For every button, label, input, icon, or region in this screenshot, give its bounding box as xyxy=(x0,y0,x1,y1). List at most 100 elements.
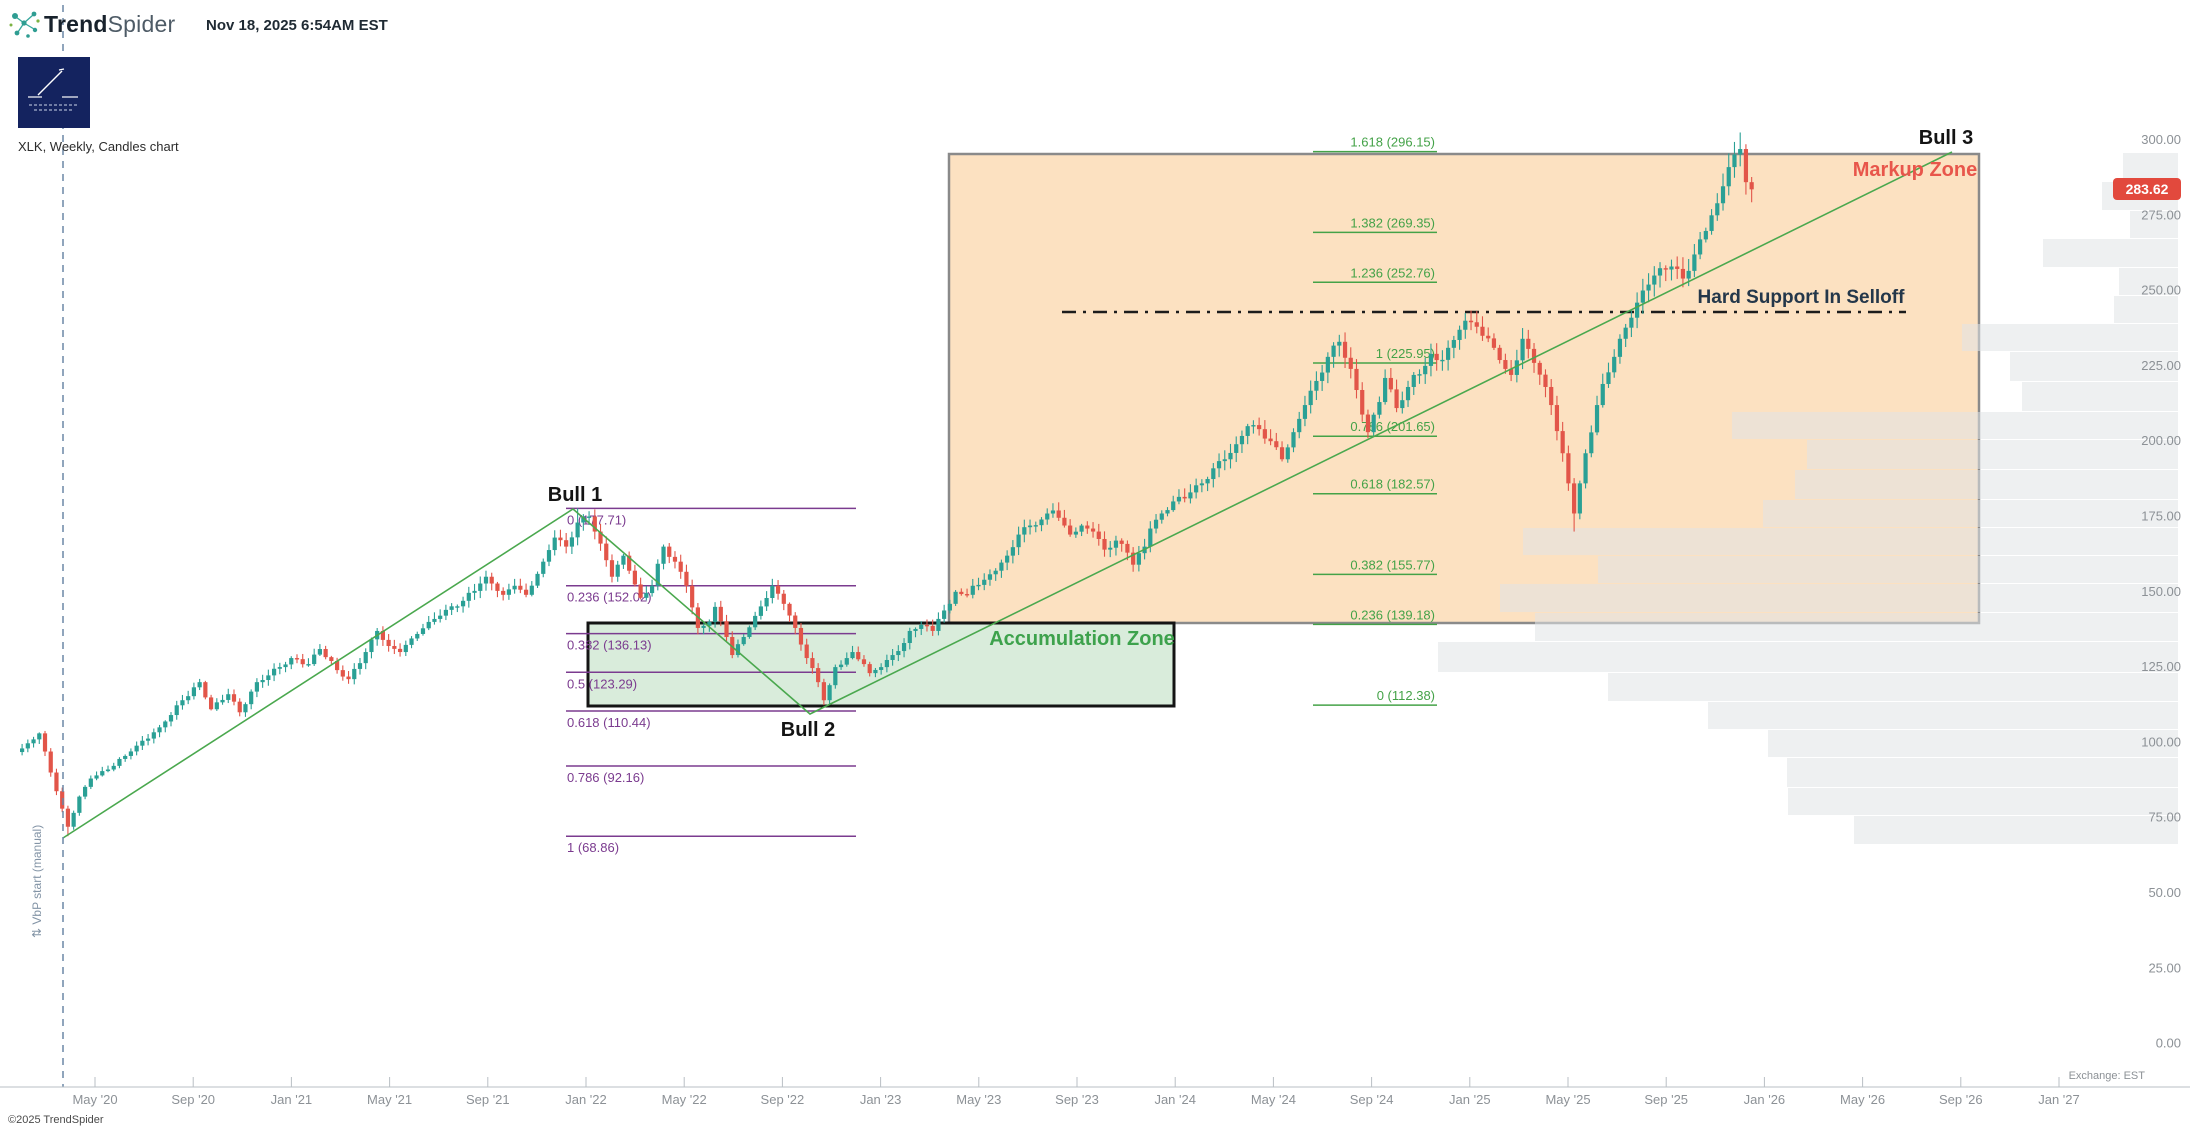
time-tick-label[interactable]: May '21 xyxy=(367,1092,412,1107)
price-tick-label[interactable]: 175.00 xyxy=(2141,509,2181,524)
candle xyxy=(1216,453,1222,478)
candle xyxy=(1715,193,1720,221)
candle-body xyxy=(363,652,368,664)
price-tick-label[interactable]: 300.00 xyxy=(2141,132,2181,147)
time-tick-label[interactable]: May '22 xyxy=(662,1092,707,1107)
price-tick-label[interactable]: 125.00 xyxy=(2141,659,2181,674)
price-tick-label[interactable]: 0.00 xyxy=(2156,1036,2181,1051)
annotation-bull-3[interactable]: Bull 3 xyxy=(1918,127,1974,149)
candle xyxy=(140,736,145,750)
fib-retracement[interactable]: 0 (177.71)0.236 (152.02)0.382 (136.13)0.… xyxy=(566,507,856,855)
candle-body xyxy=(329,657,334,661)
candle xyxy=(495,581,500,598)
candle-body xyxy=(753,615,758,628)
fib-extension[interactable]: 1.618 (296.15) 1.382 (269.35) 1.236 (252.7… xyxy=(1313,135,1437,706)
candle-body xyxy=(993,570,998,575)
price-tick-label[interactable]: 225.00 xyxy=(2141,358,2181,373)
candle xyxy=(289,656,294,670)
time-tick-label[interactable]: Jan '27 xyxy=(2038,1092,2080,1107)
candle-body xyxy=(867,664,872,674)
candle xyxy=(850,645,855,660)
candle xyxy=(1222,450,1227,471)
candle-body xyxy=(346,676,351,680)
price-tick-label[interactable]: 50.00 xyxy=(2148,885,2181,900)
time-tick-label[interactable]: Jan '21 xyxy=(271,1092,313,1107)
time-tick-label[interactable]: Sep '23 xyxy=(1055,1092,1099,1107)
candle-body xyxy=(1377,402,1382,415)
candle xyxy=(1537,360,1542,385)
candle xyxy=(1468,310,1474,331)
candle xyxy=(54,768,59,796)
hard-support-label[interactable]: Hard Support In Selloff xyxy=(1697,287,1905,308)
time-tick-label[interactable]: Sep '21 xyxy=(466,1092,510,1107)
price-tick-label[interactable]: 275.00 xyxy=(2141,207,2181,222)
time-tick-label[interactable]: Jan '26 xyxy=(1744,1092,1786,1107)
candle-body xyxy=(581,516,586,523)
bull-trendline[interactable] xyxy=(62,151,1953,839)
candle-body xyxy=(764,597,769,607)
candle xyxy=(844,652,849,667)
time-tick-label[interactable]: Jan '25 xyxy=(1449,1092,1491,1107)
price-tick-label[interactable]: 100.00 xyxy=(2141,734,2181,749)
volume-profile-bar xyxy=(2010,352,2178,381)
candle xyxy=(770,578,775,604)
markup-zone-label[interactable]: Markup Zone xyxy=(1852,159,1978,181)
candle xyxy=(512,578,517,594)
candle xyxy=(1285,444,1290,463)
candle xyxy=(1663,265,1668,282)
candle-body xyxy=(1474,322,1479,327)
candle xyxy=(707,619,712,632)
time-tick-label[interactable]: Sep '24 xyxy=(1350,1092,1394,1107)
candle xyxy=(357,658,363,675)
candle xyxy=(397,643,403,657)
candle-body xyxy=(100,771,105,776)
candle-body xyxy=(564,540,569,547)
time-tick-label[interactable]: Sep '20 xyxy=(171,1092,215,1107)
candle-body xyxy=(1033,525,1038,527)
candle-body xyxy=(1360,389,1365,415)
candle xyxy=(105,765,111,773)
price-tick-label[interactable]: 75.00 xyxy=(2148,810,2181,825)
time-tick-label[interactable]: Sep '25 xyxy=(1644,1092,1688,1107)
candle xyxy=(1640,278,1645,314)
price-tick-label[interactable]: 250.00 xyxy=(2141,283,2181,298)
candle xyxy=(420,623,426,636)
time-tick-label[interactable]: May '20 xyxy=(72,1092,117,1107)
candle xyxy=(701,623,706,635)
candle xyxy=(1440,350,1445,371)
candle-body xyxy=(546,550,552,562)
candle-body xyxy=(31,739,36,744)
time-tick-label[interactable]: May '23 xyxy=(956,1092,1001,1107)
candle xyxy=(380,626,386,646)
copyright-label: ©2025 TrendSpider xyxy=(8,1114,104,1126)
price-tick-label[interactable]: 150.00 xyxy=(2141,584,2181,599)
candle-body xyxy=(649,585,655,594)
candle-body xyxy=(289,658,294,665)
time-tick-label[interactable]: Jan '22 xyxy=(565,1092,607,1107)
time-tick-label[interactable]: Sep '22 xyxy=(761,1092,805,1107)
candle xyxy=(460,596,466,613)
candle xyxy=(615,560,620,582)
accumulation-zone-label[interactable]: Accumulation Zone xyxy=(989,628,1175,650)
time-tick-label[interactable]: May '26 xyxy=(1840,1092,1885,1107)
time-tick-label[interactable]: May '25 xyxy=(1545,1092,1590,1107)
vbp-start-label[interactable]: ⇅ VbP start (manual) xyxy=(30,824,44,938)
brand-title-light: Spider xyxy=(107,11,176,37)
annotation-bull-2[interactable]: Bull 2 xyxy=(780,719,836,741)
price-tick-label[interactable]: 25.00 xyxy=(2148,960,2181,975)
candle-body xyxy=(816,668,821,683)
time-tick-label[interactable]: Sep '26 xyxy=(1939,1092,1983,1107)
volume-profile-bar xyxy=(1787,758,2178,787)
candle xyxy=(1239,430,1245,453)
time-tick-label[interactable]: May '24 xyxy=(1251,1092,1296,1107)
candle-body xyxy=(1446,347,1451,360)
candle xyxy=(1159,510,1164,524)
fib-retracement-label: 1 (68.86) xyxy=(567,840,619,855)
annotation-bull-1[interactable]: Bull 1 xyxy=(547,484,603,506)
price-tick-label[interactable]: 200.00 xyxy=(2141,433,2181,448)
time-tick-label[interactable]: Jan '23 xyxy=(860,1092,902,1107)
candle xyxy=(1205,476,1210,492)
time-tick-label[interactable]: Jan '24 xyxy=(1154,1092,1196,1107)
candle-body xyxy=(1222,459,1227,462)
